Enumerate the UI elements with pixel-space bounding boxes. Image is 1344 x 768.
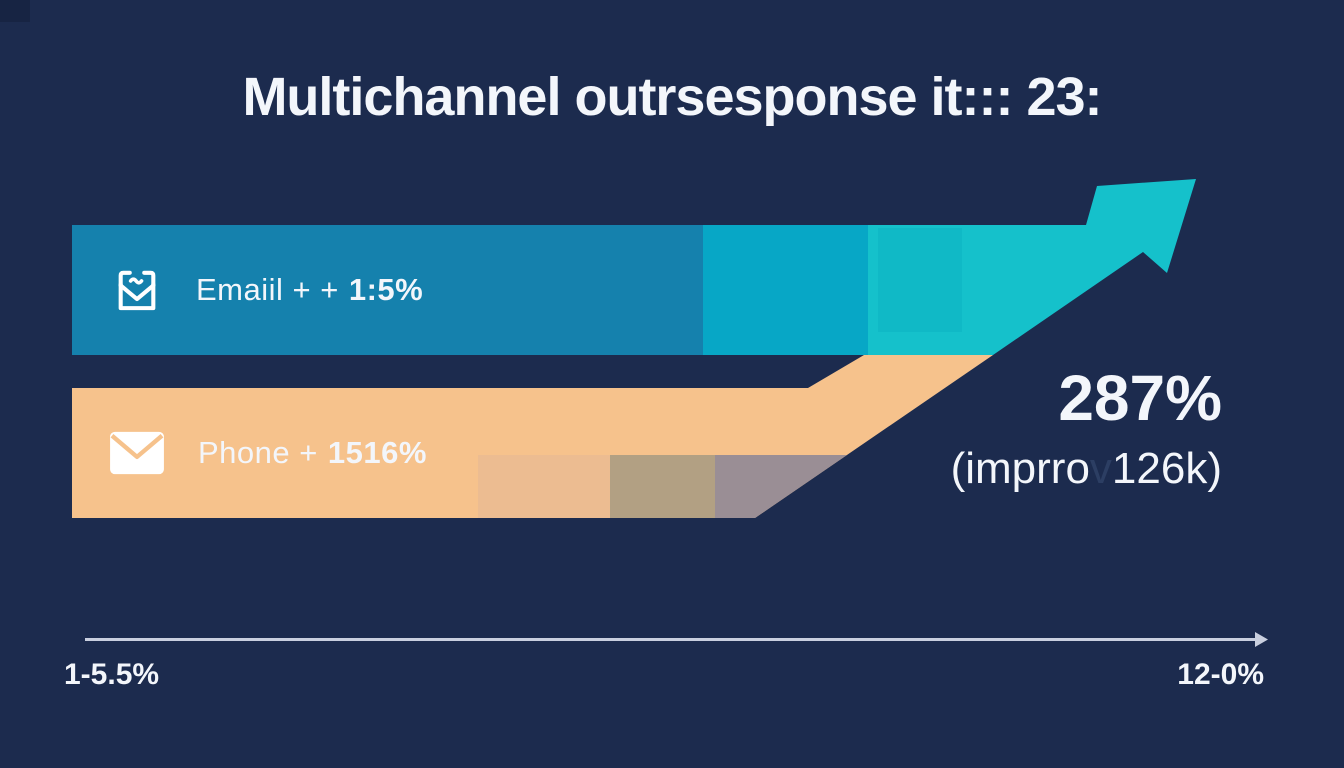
email-bar-segment-2: [703, 225, 868, 355]
corner-artifact: [0, 0, 30, 22]
callout-value: 287%: [1058, 362, 1222, 434]
bar-label-phone: Phone + 1516%: [106, 388, 427, 518]
callout-note-dim: v: [1089, 444, 1112, 493]
axis-label-right: 12-0%: [1177, 658, 1264, 691]
axis-label-left: 1-5.5%: [64, 658, 160, 691]
improvement-callout: 287% (imprrov126k): [951, 366, 1222, 494]
axis-line: [85, 638, 1257, 641]
growth-arrow: [868, 179, 1196, 355]
email-bar-name: Emaiil + +: [196, 272, 339, 307]
phone-bar-segment-4: [715, 455, 847, 518]
axis-line-tip: [1255, 632, 1268, 647]
phone-bar-segment-2: [478, 455, 610, 518]
phone-bar-name: Phone +: [198, 435, 318, 470]
email-bar-text: Emaiil + + 1:5%: [196, 272, 423, 308]
callout-note: (imprrov126k): [951, 444, 1222, 494]
arrow-shade-patch: [878, 228, 962, 332]
page-title: Multichannel outrsesponse it::: 23:: [242, 67, 1102, 127]
callout-note-suffix: 126k): [1111, 444, 1222, 493]
bar-label-email: Emaiil + + 1:5%: [108, 225, 423, 355]
envelope-icon: [110, 431, 164, 475]
phone-bar-value: 1516%: [327, 435, 427, 470]
email-bar-segment-1: [72, 225, 703, 355]
email-bar-value: 1:5%: [348, 272, 424, 307]
phone-bar-text: Phone + 1516%: [198, 435, 427, 471]
phone-bar-segment-3: [610, 455, 715, 518]
callout-note-prefix: (imprro: [950, 444, 1090, 493]
open-envelope-check-icon: [118, 270, 156, 311]
